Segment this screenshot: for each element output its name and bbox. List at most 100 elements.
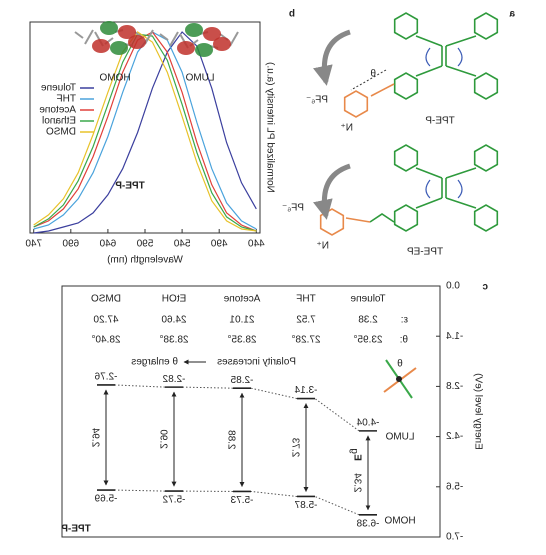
panel-label: a — [509, 9, 515, 20]
gap-subscript: g — [348, 448, 359, 454]
process-arrow — [313, 163, 351, 220]
level-name: HOMO — [384, 515, 415, 526]
bond — [415, 65, 443, 77]
molecule-bond — [229, 31, 239, 47]
orbital-lobe — [213, 37, 231, 51]
spectrum-line — [33, 31, 257, 234]
rotation-arrow — [457, 47, 463, 67]
epsilon: 47.20 — [93, 315, 118, 326]
ring — [473, 72, 499, 100]
molecule-bond — [84, 29, 94, 45]
orbital-lobe — [118, 25, 136, 39]
bond — [445, 35, 477, 47]
level-connector — [114, 489, 166, 492]
epsilon: 21.01 — [229, 315, 254, 326]
theta: 28.35° — [227, 335, 256, 346]
gap-symbol: E — [351, 454, 362, 461]
y-axis-title: Normalized PL intensity (a.u.) — [264, 62, 275, 193]
level-connector — [250, 490, 298, 497]
x-tick-label: 590 — [136, 239, 153, 250]
bond — [370, 83, 395, 97]
counterion: PF₆⁻ — [282, 203, 304, 214]
spectrum-line — [33, 33, 257, 232]
rotation-arrow — [425, 47, 431, 67]
angle-label: θ — [370, 69, 376, 80]
level-label: -5.87 — [294, 500, 317, 511]
level-connector — [114, 384, 166, 388]
rotation-arrow — [425, 179, 431, 199]
level-label: -6.38 — [356, 518, 379, 529]
y-tick-label: -7.0 — [446, 532, 464, 543]
theta-text: θ enlarges — [131, 357, 178, 368]
x-tick-label: 490 — [210, 239, 227, 250]
level-label: -4.04 — [356, 418, 379, 429]
gap-label: 2.94 — [89, 427, 100, 447]
legend-label: DMSO — [46, 127, 76, 138]
level-name: LUMO — [385, 432, 414, 443]
level-label: -2.85 — [230, 375, 253, 386]
molecule-bond — [74, 31, 84, 39]
solvent: DMSO — [91, 294, 121, 305]
bond — [415, 197, 443, 209]
molecule-name: TPE-EP — [407, 247, 443, 258]
theta: 28.38° — [159, 335, 188, 346]
cation: N⁺ — [317, 241, 330, 252]
row-label: ε: — [401, 315, 408, 326]
x-tick-label: 640 — [99, 239, 116, 250]
bond — [445, 197, 477, 209]
y-tick-label: 0.0 — [446, 281, 460, 292]
orbital-label: HOMO — [99, 73, 130, 84]
theta: 27.28° — [291, 335, 320, 346]
ring — [473, 204, 499, 232]
x-axis-title: Wavelength (nm) — [107, 255, 183, 266]
x-tick-label: 540 — [173, 239, 190, 250]
level-label: -5.69 — [94, 494, 117, 505]
gap-label: 2.34 — [351, 473, 362, 493]
x-tick-label: 740 — [25, 239, 42, 250]
icon-center — [396, 376, 402, 382]
bond — [445, 167, 477, 179]
panel-label: b — [289, 9, 295, 20]
solvent: Acetone — [223, 294, 260, 305]
y-tick-label: -2.8 — [446, 381, 464, 392]
level-label: -3.14 — [294, 385, 317, 396]
epsilon: 2.38 — [358, 315, 378, 326]
ring — [393, 204, 419, 232]
x-tick-label: 690 — [62, 239, 79, 250]
level-connector — [182, 386, 234, 389]
panel-label: c — [482, 282, 488, 293]
process-arrow — [313, 29, 351, 86]
y-axis-title: Energy level (eV) — [472, 373, 483, 450]
twist-line — [350, 69, 387, 91]
polarity-text: Polarity increases — [217, 357, 296, 368]
level-connector — [250, 387, 298, 400]
orbital-lobe — [128, 35, 146, 49]
ring — [473, 144, 499, 172]
molecule-bond — [159, 33, 169, 41]
y-tick-label: -4.2 — [446, 431, 464, 442]
y-tick-label: -1.4 — [446, 331, 464, 342]
orbital-lobe — [195, 43, 213, 57]
epsilon: 24.60 — [161, 315, 186, 326]
spectrum-line — [33, 31, 257, 232]
ring — [393, 72, 419, 100]
orbital-lobe — [100, 21, 118, 35]
ring — [393, 144, 419, 172]
level-label: -5.73 — [230, 495, 253, 506]
rotation-arrow — [457, 179, 463, 199]
epsilon: 7.52 — [296, 315, 316, 326]
bond — [345, 217, 371, 223]
level-connector — [314, 496, 360, 516]
legend-label: Ethanol — [42, 116, 76, 127]
diagram-label: TPE-P — [61, 524, 91, 535]
bond — [415, 35, 443, 47]
theta: 23.95° — [353, 335, 382, 346]
orbital-label: LUMO — [185, 73, 214, 84]
ring — [473, 12, 499, 40]
molecule-bond — [169, 31, 179, 47]
legend-label: THF — [57, 94, 76, 105]
orbital-lobe — [177, 41, 195, 55]
ring — [393, 12, 419, 40]
cation: N⁺ — [341, 123, 354, 134]
compound-label: TPE-P — [115, 181, 145, 192]
